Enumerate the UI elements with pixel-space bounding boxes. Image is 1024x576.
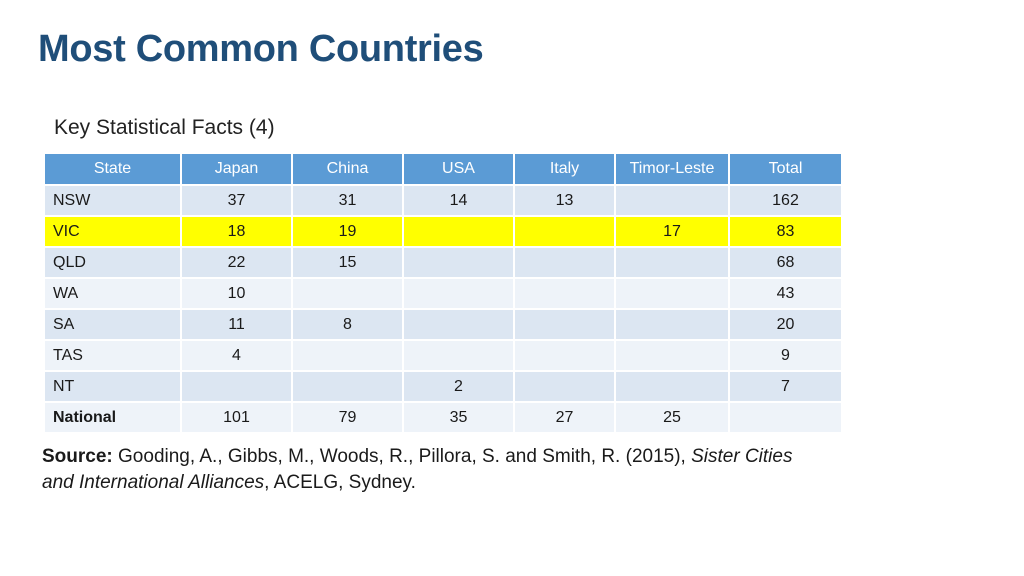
table-cell (403, 278, 515, 310)
table-cell: 22 (181, 247, 293, 279)
table-cell: 162 (729, 185, 843, 217)
table-cell (514, 340, 616, 372)
table-cell: 15 (292, 247, 404, 279)
table-cell: 79 (292, 402, 404, 434)
header-japan: Japan (181, 154, 293, 186)
header-italy: Italy (514, 154, 616, 186)
table-cell: 7 (729, 371, 843, 403)
table-cell: NSW (45, 185, 182, 217)
table-cell: 19 (292, 216, 404, 248)
table-cell (403, 340, 515, 372)
table-cell (181, 371, 293, 403)
table-cell (292, 278, 404, 310)
table-cell: VIC (45, 216, 182, 248)
table-cell (729, 402, 843, 434)
table-subtitle: Key Statistical Facts (4) (54, 116, 275, 139)
table-cell (514, 278, 616, 310)
table-cell (514, 371, 616, 403)
table-cell (615, 340, 730, 372)
table-row-national: National 101 79 35 27 25 (45, 402, 843, 434)
table-cell: WA (45, 278, 182, 310)
table-cell: 37 (181, 185, 293, 217)
table-cell: 20 (729, 309, 843, 341)
table-cell: 9 (729, 340, 843, 372)
header-total: Total (729, 154, 843, 186)
header-state: State (45, 154, 182, 186)
table-cell: 25 (615, 402, 730, 434)
table-cell (615, 309, 730, 341)
table-cell: 10 (181, 278, 293, 310)
table-cell: 13 (514, 185, 616, 217)
table-cell: 31 (292, 185, 404, 217)
table-cell: 101 (181, 402, 293, 434)
table-row-wa: WA 10 43 (45, 278, 843, 310)
table-cell (292, 340, 404, 372)
header-timor-leste: Timor-Leste (615, 154, 730, 186)
table-cell (615, 278, 730, 310)
table-cell: 35 (403, 402, 515, 434)
table-cell: 8 (292, 309, 404, 341)
table-cell: 68 (729, 247, 843, 279)
table-cell: 14 (403, 185, 515, 217)
table-cell: 17 (615, 216, 730, 248)
table-cell: TAS (45, 340, 182, 372)
table-header-row: State Japan China USA Italy Timor-Leste … (45, 154, 843, 186)
statistics-table: State Japan China USA Italy Timor-Leste … (45, 154, 843, 434)
table-cell (292, 371, 404, 403)
table-row-qld: QLD 22 15 68 (45, 247, 843, 279)
table-cell (514, 247, 616, 279)
table-cell: NT (45, 371, 182, 403)
table-cell: 2 (403, 371, 515, 403)
table-row-nt: NT 2 7 (45, 371, 843, 403)
table-row-vic: VIC 18 19 17 83 (45, 216, 843, 248)
table-cell (514, 309, 616, 341)
table-cell: 43 (729, 278, 843, 310)
header-china: China (292, 154, 404, 186)
table-cell (615, 185, 730, 217)
table-cell (615, 247, 730, 279)
table-cell (615, 371, 730, 403)
header-usa: USA (403, 154, 515, 186)
table-cell: 27 (514, 402, 616, 434)
table-cell (403, 216, 515, 248)
table-cell: 4 (181, 340, 293, 372)
source-italic-title: Sister Cities and International Alliance… (42, 446, 793, 493)
table-cell: SA (45, 309, 182, 341)
table-cell (403, 309, 515, 341)
table-cell: 11 (181, 309, 293, 341)
table-row-tas: TAS 4 9 (45, 340, 843, 372)
table-cell (514, 216, 616, 248)
table-row-nsw: NSW 37 31 14 13 162 (45, 185, 843, 217)
source-text-before: Gooding, A., Gibbs, M., Woods, R., Pillo… (112, 446, 692, 467)
table-cell (403, 247, 515, 279)
table-cell: 83 (729, 216, 843, 248)
source-label: Source: (42, 446, 113, 467)
source-text-after: , ACELG, Sydney. (264, 472, 416, 493)
table-cell: National (45, 402, 182, 434)
table-row-sa: SA 11 8 20 (45, 309, 843, 341)
table-cell: QLD (45, 247, 182, 279)
page-title: Most Common Countries (38, 28, 484, 70)
table-cell: 18 (181, 216, 293, 248)
source-citation: Source: Gooding, A., Gibbs, M., Woods, R… (42, 444, 822, 496)
